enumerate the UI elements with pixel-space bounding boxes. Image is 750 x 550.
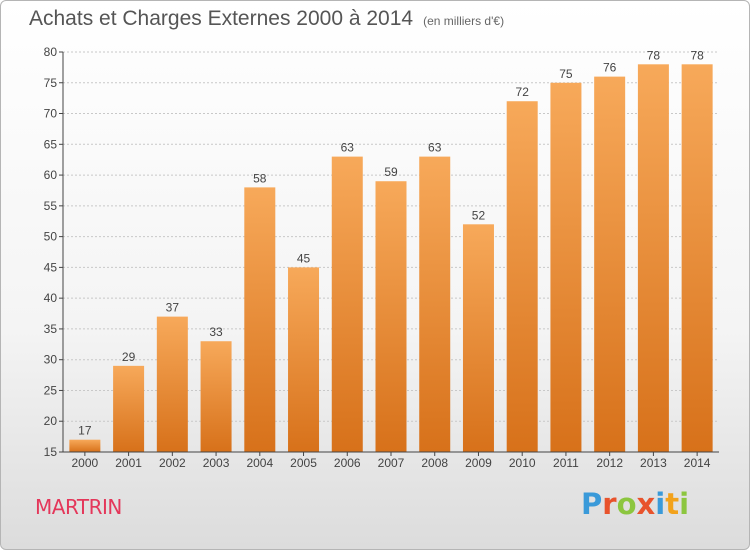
- y-tick-label: 15: [44, 445, 58, 459]
- chart-title: Achats et Charges Externes 2000 à 2014 (e…: [29, 7, 504, 31]
- data-label: 58: [253, 171, 267, 185]
- bar: [375, 181, 407, 452]
- bar: [681, 64, 713, 453]
- x-tick-label: 2006: [334, 456, 361, 470]
- x-tick-label: 2008: [421, 456, 448, 470]
- data-label: 78: [647, 48, 661, 62]
- y-tick-label: 60: [44, 168, 58, 182]
- proxiti-logo[interactable]: Proxiti: [581, 487, 689, 521]
- x-tick-label: 2011: [553, 456, 579, 470]
- bar-chart: 15 20 25 30 35 40 45 50 55 60 65 70 75 80 17 29 37 33 58 4…: [44, 45, 719, 470]
- bar: [200, 341, 232, 452]
- x-tick-label: 2002: [159, 456, 186, 470]
- bar: [113, 365, 145, 452]
- y-axis: 15 20 25 30 35 40 45 50 55 60 65 70 75 80: [44, 45, 64, 459]
- data-label: 63: [428, 141, 442, 155]
- bar: [156, 316, 188, 452]
- data-label: 63: [341, 141, 355, 155]
- bar: [69, 439, 101, 452]
- y-tick-label: 65: [44, 137, 58, 151]
- bar: [550, 82, 582, 453]
- data-label: 76: [603, 61, 617, 75]
- chart-title-text: Achats et Charges Externes 2000 à 2014: [29, 7, 414, 30]
- logo-letter: r: [602, 487, 617, 521]
- data-label: 29: [122, 350, 136, 364]
- x-tick-label: 2003: [203, 456, 230, 470]
- y-tick-label: 75: [44, 76, 58, 90]
- data-label: 37: [166, 301, 180, 315]
- chart-subtitle: (en milliers d'€): [423, 14, 505, 28]
- y-tick-label: 30: [44, 353, 58, 367]
- bar: [462, 224, 494, 452]
- bar: [594, 76, 626, 452]
- x-tick-label: 2007: [378, 456, 405, 470]
- y-tick-label: 35: [44, 322, 58, 336]
- data-label: 59: [384, 165, 398, 179]
- commune-name: MARTRIN: [35, 495, 122, 519]
- x-tick-label: 2010: [509, 456, 536, 470]
- data-label: 33: [209, 325, 223, 339]
- data-label: 45: [297, 251, 311, 265]
- y-tick-label: 20: [44, 414, 58, 428]
- x-tick-label: 2009: [465, 456, 492, 470]
- data-label: 78: [690, 48, 704, 62]
- data-label: 72: [516, 85, 530, 99]
- data-label: 75: [559, 67, 573, 81]
- x-tick-label: 2001: [115, 456, 142, 470]
- bar: [419, 156, 451, 452]
- data-label: 52: [472, 208, 486, 222]
- bar: [244, 187, 276, 452]
- bars: 17 29 37 33 58 45 63 59 63 52 72 75 76 78 78: [69, 48, 713, 453]
- logo-letter: o: [616, 487, 637, 521]
- bar: [506, 101, 538, 452]
- bar: [331, 156, 363, 452]
- bar: [637, 64, 669, 453]
- y-tick-label: 55: [44, 199, 58, 213]
- x-tick-label: 2000: [72, 456, 99, 470]
- x-tick-label: 2013: [640, 456, 667, 470]
- y-tick-label: 25: [44, 383, 58, 397]
- y-tick-label: 45: [44, 260, 58, 274]
- logo-letter: x: [636, 487, 656, 521]
- logo-letter: t: [665, 487, 680, 521]
- data-label: 17: [78, 424, 92, 438]
- y-tick-label: 80: [44, 45, 58, 59]
- x-tick-label: 2012: [596, 456, 623, 470]
- x-axis: 2000 2001 2002 2003 2004 2005 2006 2007 2008 2009…: [63, 451, 719, 470]
- x-tick-label: 2014: [684, 456, 711, 470]
- y-tick-label: 40: [44, 291, 58, 305]
- y-tick-label: 70: [44, 107, 58, 121]
- logo-letter: i: [679, 487, 690, 521]
- logo-letter: P: [581, 487, 603, 521]
- logo-letter: i: [655, 487, 666, 521]
- x-tick-label: 2005: [290, 456, 317, 470]
- y-tick-label: 50: [44, 230, 58, 244]
- bar: [288, 267, 320, 452]
- x-tick-label: 2004: [246, 456, 273, 470]
